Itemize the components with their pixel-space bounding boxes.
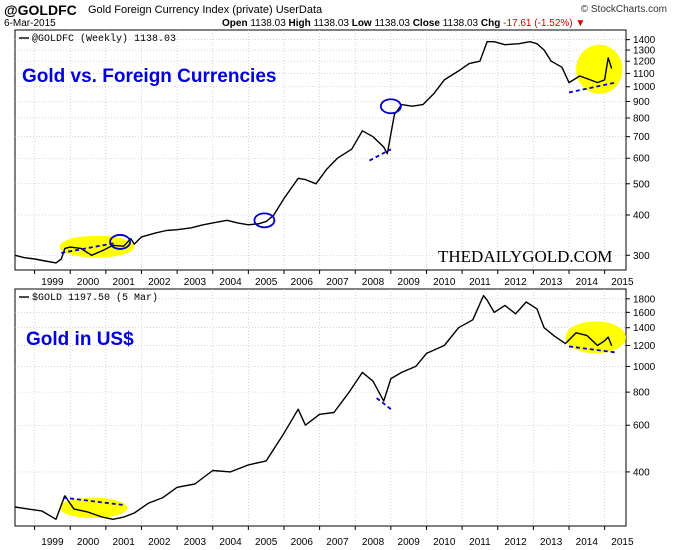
y-tick-label: 1800 xyxy=(633,294,656,305)
x-tick-label: 2010 xyxy=(433,277,456,288)
x-tick-label: 2007 xyxy=(326,277,349,288)
x-tick-label: 2008 xyxy=(362,277,385,288)
x-tick-label: 2004 xyxy=(219,537,242,548)
x-tick-label: 2000 xyxy=(77,537,100,548)
trendline xyxy=(62,496,124,506)
x-tick-label: 2012 xyxy=(504,537,527,548)
x-tick-label: 2012 xyxy=(504,277,527,288)
annotation-circle xyxy=(109,234,131,250)
price-line xyxy=(14,294,613,520)
chart-date: 6-Mar-2015 xyxy=(4,18,56,29)
y-tick-label: 1400 xyxy=(633,35,656,46)
index-name: Gold Foreign Currency Index (private) xyxy=(88,4,273,16)
x-tick-label: 2009 xyxy=(398,537,421,548)
trendline xyxy=(568,81,616,94)
x-tick-label: 2003 xyxy=(184,537,207,548)
y-tick-label: 700 xyxy=(633,132,650,143)
legend-label: $GOLD 1197.50 (5 Mar) xyxy=(32,292,158,304)
x-tick-label: 2015 xyxy=(611,277,634,288)
x-tick-label: 2005 xyxy=(255,537,278,548)
open-label: Open xyxy=(222,18,248,29)
y-tick-label: 300 xyxy=(633,251,650,262)
x-tick-label: 2011 xyxy=(469,537,491,548)
y-tick-label: 1200 xyxy=(633,341,656,352)
y-tick-label: 800 xyxy=(633,113,650,124)
y-tick-label: 600 xyxy=(633,421,650,432)
open-value: 1138.03 xyxy=(250,18,286,29)
high-value: 1138.03 xyxy=(313,18,349,29)
x-tick-label: 2014 xyxy=(576,277,599,288)
x-tick-label: 2013 xyxy=(540,277,563,288)
x-tick-label: 2013 xyxy=(540,537,563,548)
legend-label: @GOLDFC (Weekly) 1138.03 xyxy=(32,33,176,45)
chart-title: Gold in US$ xyxy=(26,329,134,350)
y-tick-label: 1200 xyxy=(633,57,656,68)
y-tick-label: 900 xyxy=(633,97,650,108)
annotation-circle xyxy=(379,98,402,115)
index-name-line: Gold Foreign Currency Index (private) Us… xyxy=(88,4,322,16)
x-tick-label: 2002 xyxy=(148,277,171,288)
x-tick-label: 2002 xyxy=(148,537,171,548)
y-tick-label: 1000 xyxy=(633,82,656,93)
chart-symbol: @GOLDFC xyxy=(4,2,77,18)
high-label: High xyxy=(288,18,311,29)
trendline xyxy=(376,397,392,410)
y-tick-label: 1000 xyxy=(633,362,656,373)
chart-panel-2: 400 600 800 1000 1200 1400 1600 1800 1999 2000 200… xyxy=(14,288,656,548)
y-tick-label: 400 xyxy=(633,210,650,221)
chg-label: Chg xyxy=(480,18,501,29)
x-tick-label: 2008 xyxy=(362,537,385,548)
highlight-ellipse xyxy=(565,321,627,354)
plot-area xyxy=(14,29,627,271)
y-tick-label: 500 xyxy=(633,179,650,190)
y-tick-label: 1400 xyxy=(633,323,656,334)
data-source: UserData xyxy=(275,4,323,16)
x-tick-label: 2003 xyxy=(184,277,207,288)
y-tick-label: 800 xyxy=(633,388,650,399)
x-tick-label: 2006 xyxy=(291,537,314,548)
price-line xyxy=(14,41,613,264)
y-tick-label: 1100 xyxy=(633,69,655,80)
x-tick-label: 2006 xyxy=(291,277,314,288)
x-tick-label: 2011 xyxy=(469,277,491,288)
close-value: 1138.03 xyxy=(442,18,479,29)
y-tick-label: 600 xyxy=(633,154,650,165)
chart-title: Gold vs. Foreign Currencies xyxy=(22,66,276,87)
copyright-notice: © StockCharts.com xyxy=(580,4,667,15)
x-tick-label: 1999 xyxy=(41,277,64,288)
close-label: Close xyxy=(412,18,440,29)
trendline xyxy=(61,241,117,254)
trendline xyxy=(568,345,616,354)
down-arrow-icon: ▼ xyxy=(575,18,586,29)
x-tick-label: 2000 xyxy=(77,277,100,288)
x-tick-label: 2004 xyxy=(219,277,242,288)
watermark-text: THEDAILYGOLD.COM xyxy=(438,247,612,266)
y-tick-label: 1600 xyxy=(633,308,656,319)
x-tick-label: 2014 xyxy=(576,537,599,548)
x-tick-label: 2015 xyxy=(611,537,634,548)
ohlc-readout: Open 1138.03 High 1138.03 Low 1138.03 Cl… xyxy=(222,18,585,29)
highlight-ellipse xyxy=(59,497,128,518)
low-value: 1138.03 xyxy=(374,18,410,29)
x-tick-label: 1999 xyxy=(41,537,64,548)
chart-panel-1: 300 400 500 600 700 800 900 1000 110012001300140… xyxy=(14,29,656,288)
x-tick-label: 2010 xyxy=(433,537,456,548)
x-tick-label: 2001 xyxy=(113,277,136,288)
annotation-circle xyxy=(253,212,276,229)
low-label: Low xyxy=(351,18,372,29)
x-tick-label: 2007 xyxy=(326,537,349,548)
x-tick-label: 2009 xyxy=(398,277,421,288)
y-tick-label: 1300 xyxy=(633,46,656,57)
highlight-ellipse xyxy=(576,44,623,94)
chg-value: -17.61 (-1.52%) xyxy=(503,18,573,29)
y-tick-label: 400 xyxy=(633,467,650,478)
plot-area xyxy=(14,288,627,527)
x-tick-label: 2001 xyxy=(113,537,136,548)
x-tick-label: 2005 xyxy=(255,277,278,288)
